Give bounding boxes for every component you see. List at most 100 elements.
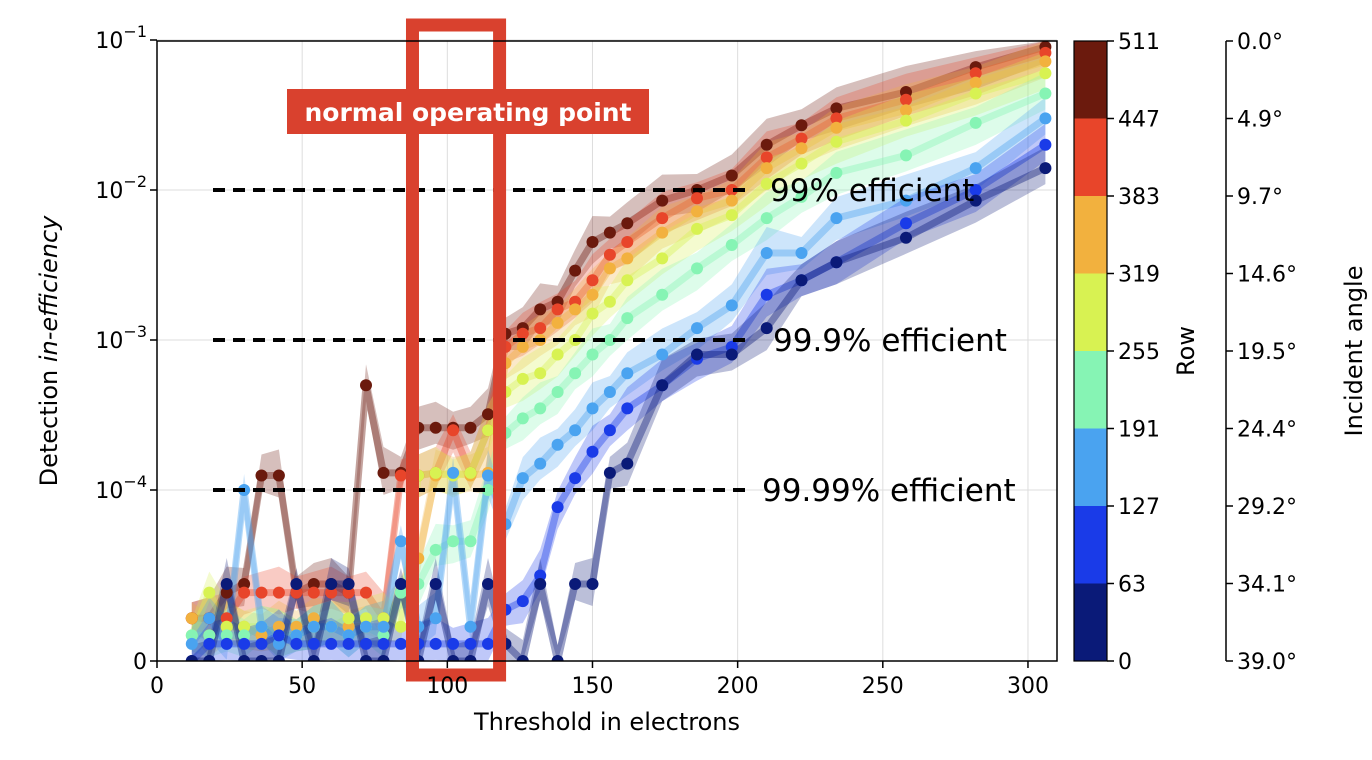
series-4-point bbox=[900, 149, 912, 162]
colorbar-segment bbox=[1074, 273, 1107, 352]
series-3-point bbox=[238, 620, 251, 633]
series-7-point bbox=[342, 578, 355, 590]
series-2-point bbox=[516, 340, 529, 353]
series-6-point bbox=[969, 184, 982, 196]
series-4-point bbox=[725, 239, 738, 251]
angle-tick-label: 0.0° bbox=[1237, 30, 1283, 55]
series-1-point bbox=[342, 586, 355, 599]
colorbar-tick-label: 319 bbox=[1118, 263, 1160, 288]
series-6-point bbox=[307, 637, 320, 650]
operating-point-box bbox=[405, 18, 507, 682]
series-4-point bbox=[569, 367, 582, 380]
series-3-point bbox=[969, 87, 982, 100]
series-3-point bbox=[621, 274, 634, 287]
x-tick-label: 100 bbox=[426, 674, 468, 699]
series-3-point bbox=[725, 209, 738, 222]
colorbar-segment bbox=[1074, 428, 1107, 507]
series-5-point bbox=[185, 637, 198, 650]
series-5-point bbox=[969, 162, 982, 175]
series-4-point bbox=[969, 116, 982, 129]
series-5-band bbox=[191, 97, 1046, 661]
series-3-point bbox=[586, 307, 599, 320]
series-5-point bbox=[255, 620, 268, 633]
series-7-point bbox=[569, 578, 582, 590]
series-5-point bbox=[725, 299, 738, 312]
series-1-point bbox=[220, 612, 233, 625]
colorbar-tick-label: 127 bbox=[1118, 495, 1160, 520]
series-1-point bbox=[307, 586, 320, 599]
series-0-point bbox=[255, 469, 268, 482]
colorbar-segment bbox=[1074, 506, 1107, 584]
series-5-point bbox=[760, 247, 773, 259]
series-3-point bbox=[429, 466, 442, 479]
series-4-point bbox=[447, 535, 460, 548]
series-4-point bbox=[238, 629, 251, 642]
series-2-point bbox=[307, 612, 320, 625]
series-0-point bbox=[238, 578, 251, 590]
x-tick-label: 300 bbox=[1007, 674, 1049, 699]
series-7-point bbox=[272, 655, 285, 661]
series-0-point bbox=[307, 578, 320, 590]
series-0-point bbox=[429, 421, 442, 434]
angle-tick-label: 9.7° bbox=[1237, 185, 1283, 210]
series-3-point bbox=[394, 620, 407, 633]
plot-frame bbox=[156, 40, 1058, 662]
x-axis-title: Threshold in electrons bbox=[473, 708, 740, 736]
series-6-point bbox=[342, 637, 355, 650]
series-7-point bbox=[760, 322, 773, 335]
series-0-point bbox=[534, 303, 547, 316]
series-7-point bbox=[255, 655, 268, 661]
series-1-point bbox=[516, 327, 529, 340]
series-3-point bbox=[534, 367, 547, 380]
series-5-point bbox=[569, 424, 582, 437]
series-2-point bbox=[830, 121, 843, 134]
series-5-point bbox=[830, 212, 843, 225]
series-2-point bbox=[725, 194, 738, 207]
series-7-point bbox=[1039, 162, 1052, 175]
series-6-point bbox=[429, 637, 442, 650]
series-7-point bbox=[551, 655, 564, 661]
series-5-point bbox=[325, 620, 338, 633]
x-tick-label: 50 bbox=[288, 674, 316, 699]
series-4-point bbox=[830, 166, 843, 179]
series-6-point bbox=[621, 402, 634, 415]
series-7-point bbox=[603, 466, 616, 479]
series-1-point bbox=[255, 586, 268, 599]
series-1-point bbox=[551, 303, 564, 316]
series-6-point bbox=[534, 569, 547, 582]
series-1-point bbox=[1039, 46, 1052, 59]
series-5-point bbox=[900, 194, 912, 207]
colorbar-segment bbox=[1074, 196, 1107, 274]
series-4-point bbox=[795, 190, 808, 203]
series-6-point bbox=[238, 637, 251, 650]
series-2-point bbox=[656, 226, 669, 239]
series-0-point bbox=[656, 194, 669, 207]
series-0-point bbox=[482, 408, 494, 421]
series-6-point bbox=[394, 637, 407, 650]
reference-label: 99% efficient bbox=[770, 173, 974, 209]
series-2-point bbox=[621, 252, 634, 265]
series-3-point bbox=[795, 157, 808, 170]
series-6-point bbox=[482, 637, 494, 650]
series-7-point bbox=[516, 655, 529, 661]
colorbar-tick-label: 191 bbox=[1118, 418, 1160, 443]
series-4-point bbox=[203, 629, 216, 642]
series-6-point bbox=[203, 637, 216, 650]
series-6-point bbox=[1039, 138, 1052, 151]
series-7-point bbox=[429, 578, 442, 590]
series-7-point bbox=[447, 655, 460, 661]
y-axis-title-part2: in-efficiency bbox=[35, 215, 63, 362]
series-1-band bbox=[191, 41, 1046, 641]
series-7-point bbox=[725, 348, 738, 361]
series-6-point bbox=[603, 424, 616, 437]
series-4-point bbox=[1039, 87, 1052, 100]
series-0-point bbox=[220, 586, 233, 599]
operating-point-label: normal operating point bbox=[304, 98, 631, 127]
series-4-point bbox=[185, 629, 198, 642]
series-5-point bbox=[1039, 112, 1052, 125]
angle-tick-label: 39.0° bbox=[1237, 650, 1297, 675]
series-3-point bbox=[220, 620, 233, 633]
series-1-point bbox=[534, 322, 547, 335]
